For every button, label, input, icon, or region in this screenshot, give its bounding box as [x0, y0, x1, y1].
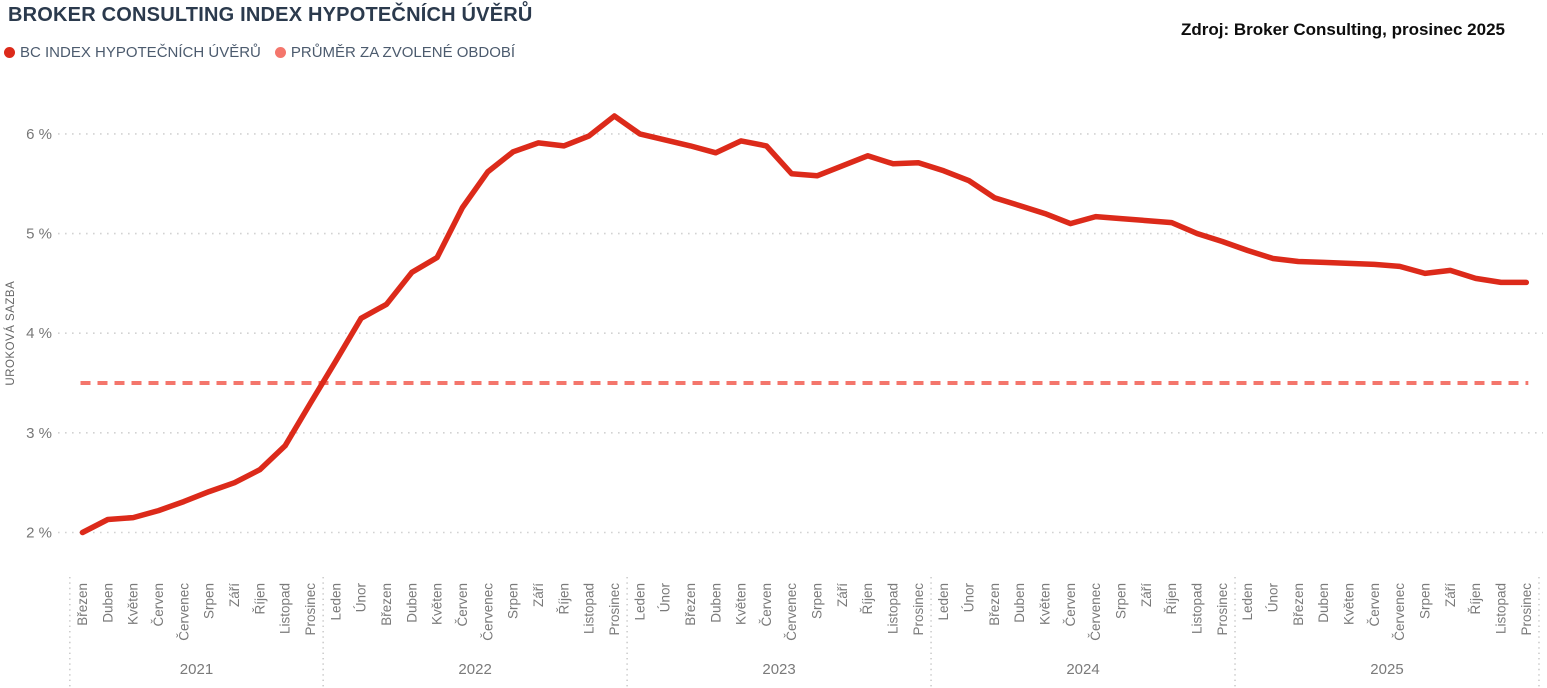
month-label: Listopad — [582, 583, 597, 634]
chart-legend: BC INDEX HYPOTEČNÍCH ÚVĚRŮ PRŮMĚR ZA ZVO… — [4, 44, 515, 61]
year-label: 2022 — [458, 661, 491, 678]
month-label: Prosinec — [607, 583, 622, 636]
year-label: 2023 — [762, 661, 795, 678]
month-label: Září — [227, 583, 242, 607]
month-label: Srpen — [506, 583, 521, 619]
month-label: Červen — [455, 583, 470, 627]
month-label: Prosinec — [1519, 583, 1534, 636]
month-label: Říjen — [1164, 583, 1179, 615]
month-label: Duben — [1316, 583, 1331, 623]
legend-label-bc-index: BC INDEX HYPOTEČNÍCH ÚVĚRŮ — [20, 44, 261, 61]
month-label: Únor — [962, 583, 977, 613]
month-label: Listopad — [1493, 583, 1508, 634]
month-label: Říjen — [860, 583, 875, 615]
month-label: Září — [1443, 583, 1458, 607]
legend-dot-red-icon — [4, 47, 15, 58]
page-title: BROKER CONSULTING INDEX HYPOTEČNÍCH ÚVĚR… — [8, 4, 533, 26]
month-label: Srpen — [202, 583, 217, 619]
month-label: Leden — [1240, 583, 1255, 621]
month-label: Říjen — [1468, 583, 1483, 615]
month-label: Prosinec — [911, 583, 926, 636]
month-label: Září — [531, 583, 546, 607]
year-label: 2024 — [1066, 661, 1099, 678]
y-tick-label: 6 % — [26, 126, 52, 143]
month-label: Leden — [632, 583, 647, 621]
month-label: Duben — [708, 583, 723, 623]
y-tick-label: 5 % — [26, 226, 52, 243]
month-label: Září — [1139, 583, 1154, 607]
month-label: Prosinec — [303, 583, 318, 636]
legend-item-average: PRŮMĚR ZA ZVOLENÉ OBDOBÍ — [274, 44, 516, 61]
month-label: Duben — [1012, 583, 1027, 623]
month-label: Červen — [1367, 583, 1382, 627]
month-label: Listopad — [886, 583, 901, 634]
month-label: Červenec — [1088, 583, 1103, 641]
y-tick-label: 2 % — [26, 525, 52, 542]
month-label: Červenec — [1392, 583, 1407, 641]
month-label: Srpen — [810, 583, 825, 619]
month-label: Květen — [126, 583, 141, 625]
month-label: Červenec — [480, 583, 495, 641]
month-label: Červen — [151, 583, 166, 627]
month-label: Březen — [683, 583, 698, 626]
month-label: Listopad — [1190, 583, 1205, 634]
bc-index-series-line — [79, 113, 1530, 536]
month-label: Říjen — [556, 583, 571, 615]
month-label: Srpen — [1417, 583, 1432, 619]
y-tick-label: 3 % — [26, 425, 52, 442]
month-label: Duben — [100, 583, 115, 623]
month-label: Březen — [75, 583, 90, 626]
month-label: Květen — [1038, 583, 1053, 625]
month-label: Říjen — [252, 583, 267, 615]
month-label: Červenec — [784, 583, 799, 641]
month-label: Březen — [1291, 583, 1306, 626]
y-tick-label: 4 % — [26, 325, 52, 342]
month-label: Březen — [987, 583, 1002, 626]
legend-label-average: PRŮMĚR ZA ZVOLENÉ OBDOBÍ — [290, 44, 516, 61]
month-label: Červen — [759, 583, 774, 627]
month-label: Leden — [328, 583, 343, 621]
month-label: Červen — [1063, 583, 1078, 627]
year-label: 2021 — [180, 661, 213, 678]
month-label: Květen — [430, 583, 445, 625]
month-label: Září — [835, 583, 850, 607]
legend-item-bc-index: BC INDEX HYPOTEČNÍCH ÚVĚRŮ — [4, 44, 261, 61]
month-label: Květen — [734, 583, 749, 625]
year-label: 2025 — [1370, 661, 1403, 678]
month-label: Červenec — [176, 583, 191, 641]
month-label: Listopad — [278, 583, 293, 634]
y-axis-title: UROKOVÁ SAZBA — [4, 281, 17, 386]
month-label: Únor — [1266, 583, 1281, 613]
month-label: Květen — [1342, 583, 1357, 625]
legend-dot-salmon-icon — [274, 47, 286, 58]
source-label: Zdroj: Broker Consulting, prosinec 2025 — [1180, 20, 1505, 39]
month-label: Únor — [354, 583, 369, 613]
month-label: Prosinec — [1215, 583, 1230, 636]
month-label: Duben — [404, 583, 419, 623]
month-label: Leden — [936, 583, 951, 621]
month-label: Srpen — [1114, 583, 1129, 619]
month-label: Březen — [379, 583, 394, 626]
month-label: Únor — [658, 583, 673, 613]
